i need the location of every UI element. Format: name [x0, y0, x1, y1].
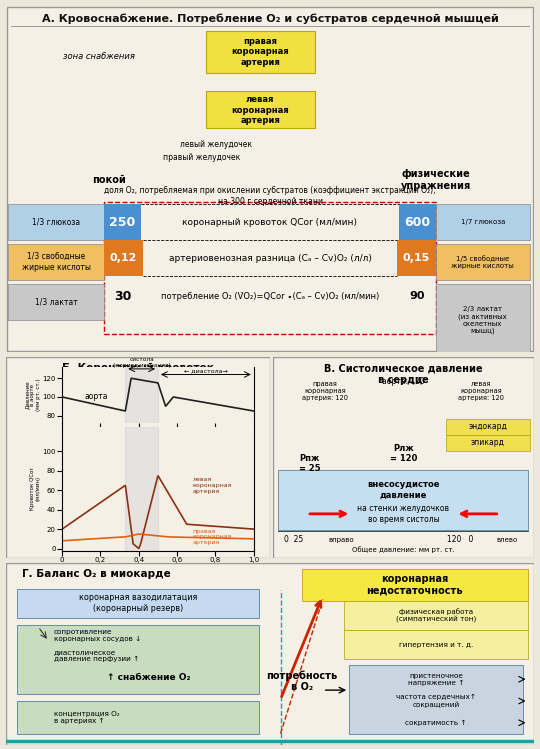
Text: ↑ снабжение О₂: ↑ снабжение О₂ [107, 673, 191, 682]
Text: частота сердечных↑
сокращений: частота сердечных↑ сокращений [396, 694, 476, 708]
Bar [9, 284, 104, 320]
Text: физические
упражнения: физические упражнения [401, 169, 471, 191]
Text: 1/7 глюкоза: 1/7 глюкоза [461, 219, 505, 225]
Text: сократимость ↑: сократимость ↑ [405, 720, 467, 726]
Bar [9, 204, 104, 240]
Text: правая
коронарная
артерия: правая коронарная артерия [231, 37, 289, 67]
Bar [125, 367, 158, 423]
Bar [104, 204, 141, 240]
Y-axis label: Давление
в аорте
(мм рт. ст.): Давление в аорте (мм рт. ст.) [24, 379, 41, 411]
Text: потребность
в О₂: потребность в О₂ [266, 670, 338, 692]
Text: гипертензия и т. д.: гипертензия и т. д. [399, 642, 473, 648]
Text: левая
коронарная
артерия: левая коронарная артерия [231, 95, 289, 125]
Bar [9, 244, 104, 280]
Text: аорта: аорта [85, 392, 109, 401]
Text: 0  25: 0 25 [285, 536, 303, 545]
Bar [125, 427, 158, 551]
Bar [436, 284, 530, 356]
Text: Рлж
= 120: Рлж = 120 [390, 444, 417, 464]
Bar [104, 202, 436, 334]
FancyBboxPatch shape [446, 435, 530, 451]
Text: на стенки желудочков
во время систолы: на стенки желудочков во время систолы [357, 504, 449, 524]
Text: эндокард: эндокард [469, 422, 508, 431]
Text: аорта: 120: аорта: 120 [382, 377, 425, 386]
Text: 2/3 лактат
(из активных
скелетных
мышц): 2/3 лактат (из активных скелетных мышц) [458, 306, 507, 334]
Text: А. Кровоснабжение. Потребление О₂ и субстратов сердечной мышцей: А. Кровоснабжение. Потребление О₂ и субс… [42, 14, 498, 25]
Text: левый желудочек: левый желудочек [180, 139, 252, 148]
Text: правая
коронарная
артерия: правая коронарная артерия [192, 529, 232, 545]
Text: пристеночное
напряжение ↑: пристеночное напряжение ↑ [408, 673, 464, 686]
Text: 1/3 глюкоза: 1/3 глюкоза [32, 217, 80, 226]
Bar [397, 240, 436, 276]
Bar [17, 625, 259, 694]
Text: 30: 30 [114, 290, 131, 303]
FancyBboxPatch shape [344, 601, 528, 631]
Text: Общее давление: мм рт. ст.: Общее давление: мм рт. ст. [352, 547, 455, 554]
Text: Б. Коронарный кровоток: Б. Коронарный кровоток [62, 363, 214, 373]
Text: потребление О₂ (V̇O₂)=Q̇Cor ∙(Cₐ – Cv)O₂ (мл/мин): потребление О₂ (V̇O₂)=Q̇Cor ∙(Cₐ – Cv)O₂… [161, 291, 379, 300]
Text: на 300 г сердечной ткани: на 300 г сердечной ткани [218, 196, 322, 205]
FancyBboxPatch shape [302, 568, 528, 601]
Text: 1/3 лактат: 1/3 лактат [35, 297, 78, 306]
Text: левая
коронарная
артерия: 120: левая коронарная артерия: 120 [458, 381, 504, 401]
Text: 1/3 свободные
жирные кислоты: 1/3 свободные жирные кислоты [22, 252, 91, 272]
Text: сопротивление
коронарных сосудов ↓: сопротивление коронарных сосудов ↓ [54, 629, 141, 643]
FancyBboxPatch shape [446, 419, 530, 435]
Y-axis label: Кровоток Q̇Cor
(мл/мин): Кровоток Q̇Cor (мл/мин) [30, 467, 41, 510]
Bar [17, 701, 259, 733]
Text: внесосудистое
давление: внесосудистое давление [367, 480, 440, 500]
Text: 250: 250 [110, 216, 136, 228]
Bar [17, 589, 259, 618]
Text: 600: 600 [404, 216, 430, 228]
Text: 0,12: 0,12 [110, 253, 137, 263]
Text: 90: 90 [410, 291, 425, 301]
Text: диастолическое
давление перфузии ↑: диастолическое давление перфузии ↑ [54, 649, 139, 662]
Text: коронарный кровоток Q̇Cor (мл/мин): коронарный кровоток Q̇Cor (мл/мин) [183, 217, 357, 226]
Text: коронарная
недостаточность: коронарная недостаточность [367, 574, 463, 595]
Text: влево: влево [497, 537, 518, 543]
Bar [349, 665, 523, 733]
Text: коронарная вазодилатация
(коронарный резерв): коронарная вазодилатация (коронарный рез… [79, 593, 198, 613]
Text: В. Систолическое давление
в сердце: В. Систолическое давление в сердце [324, 363, 483, 385]
Text: эпикард: эпикард [471, 438, 505, 447]
Bar [399, 204, 436, 240]
Text: зона снабжения: зона снабжения [63, 52, 135, 61]
Text: 1/5 свободные
жирные кислоты: 1/5 свободные жирные кислоты [451, 255, 514, 269]
X-axis label: Время (с): Время (с) [139, 564, 177, 573]
Text: Рпж
= 25: Рпж = 25 [299, 454, 321, 473]
Text: правая
коронарная
артерия: 120: правая коронарная артерия: 120 [302, 381, 348, 401]
Bar [279, 470, 528, 530]
Text: вправо: вправо [328, 537, 354, 543]
FancyBboxPatch shape [206, 91, 315, 128]
FancyBboxPatch shape [206, 31, 315, 73]
Text: систола
(период изгнания): систола (период изгнания) [113, 357, 171, 368]
Text: артериовенозная разница (Cₐ – Cv)O₂ (л/л): артериовенозная разница (Cₐ – Cv)O₂ (л/л… [168, 253, 372, 262]
Text: концентрация О₂
в артериях ↑: концентрация О₂ в артериях ↑ [54, 711, 119, 724]
FancyBboxPatch shape [344, 631, 528, 659]
Text: покой: покой [92, 175, 126, 185]
Text: левая
коронарная
артерия: левая коронарная артерия [192, 477, 232, 494]
Text: Г. Баланс О₂ в миокарде: Г. Баланс О₂ в миокарде [22, 568, 171, 579]
Text: правый желудочек: правый желудочек [163, 153, 240, 162]
Text: физическая работа
(симпатический тон): физическая работа (симпатический тон) [396, 608, 476, 623]
Text: 120   0: 120 0 [448, 536, 474, 545]
Text: ← диастола→: ← диастола→ [184, 369, 228, 374]
Text: 0,15: 0,15 [403, 253, 430, 263]
Text: доля О₂, потребляемая при окислении субстратов (коэффициент экстракции О₂),: доля О₂, потребляемая при окислении субс… [104, 186, 436, 195]
Bar [436, 204, 530, 240]
Bar [436, 244, 530, 280]
Bar [104, 240, 143, 276]
